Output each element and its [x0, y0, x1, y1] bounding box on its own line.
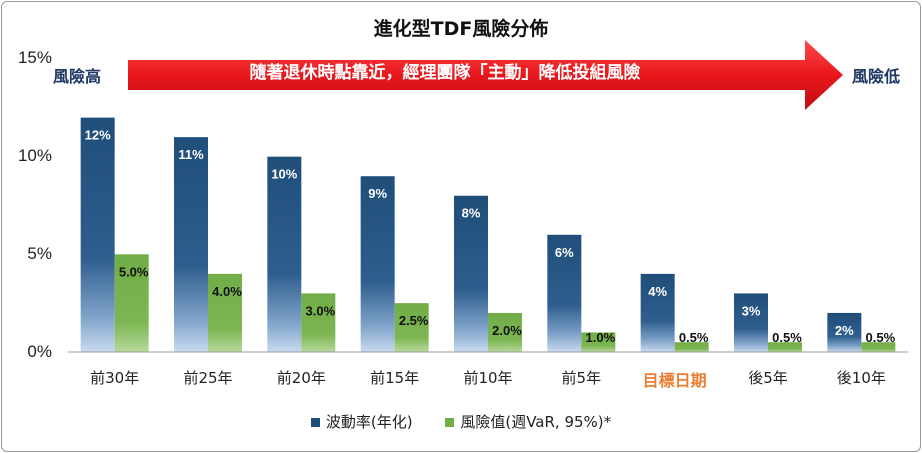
bar-volatility: [547, 234, 582, 352]
risk-high-label: 風險高: [53, 67, 102, 86]
bar-var: [208, 273, 242, 352]
bar-var: [768, 342, 802, 352]
data-label-var: 5.0%: [119, 264, 149, 279]
data-label-var: 2.0%: [492, 323, 522, 338]
x-tick-label: 前10年: [463, 369, 513, 387]
legend-label-var: 風險值(週VaR, 95%)*: [460, 413, 612, 431]
legend: 波動率(年化) 風險值(週VaR, 95%)*: [0, 411, 922, 432]
x-tick-label: 前5年: [561, 369, 602, 387]
data-label-volatility: 10%: [271, 167, 297, 182]
bar-var: [114, 254, 149, 352]
data-label-volatility: 4%: [648, 284, 667, 299]
y-tick-label: 15%: [17, 48, 52, 67]
arrow-text: 隨著退休時點靠近，經理團隊「主動」降低投組風險: [249, 63, 641, 83]
bar-volatility: [640, 273, 675, 352]
data-label-var: 3.0%: [306, 303, 336, 318]
data-label-volatility: 6%: [555, 245, 574, 260]
bar-var: [861, 342, 896, 352]
data-label-var: 2.5%: [399, 313, 429, 328]
arrow-shape: [128, 40, 843, 110]
legend-item-volatility: 波動率(年化): [310, 411, 413, 432]
bar-volatility: [174, 137, 208, 352]
x-tick-label: 後5年: [748, 369, 788, 387]
data-label-volatility: 8%: [462, 206, 481, 221]
chart-title: 進化型TDF風險分佈: [373, 18, 549, 40]
bar-volatility: [80, 117, 115, 352]
x-tick-label: 目標日期: [642, 371, 707, 390]
bar-var: [488, 312, 522, 352]
legend-swatch-volatility: [310, 418, 320, 427]
y-tick-label: 10%: [17, 146, 52, 165]
bar-var: [674, 342, 709, 352]
bar-volatility: [360, 176, 395, 352]
x-tick-label: 前20年: [276, 369, 326, 387]
y-tick-label: 0%: [27, 342, 52, 361]
data-label-volatility: 12%: [85, 128, 111, 143]
legend-swatch-var: [445, 418, 455, 427]
x-tick-label: 前30年: [90, 369, 140, 387]
legend-label-volatility: 波動率(年化): [325, 413, 413, 431]
data-label-var: 4.0%: [212, 284, 242, 299]
data-label-var: 0.5%: [679, 330, 709, 345]
bar-var: [301, 293, 336, 352]
bar-var: [394, 303, 429, 352]
data-label-var: 0.5%: [866, 330, 896, 345]
data-label-volatility: 11%: [178, 147, 204, 162]
data-label-var: 1.0%: [586, 330, 616, 345]
bar-volatility: [454, 195, 488, 352]
x-tick-label: 前25年: [183, 369, 233, 387]
data-label-var: 0.5%: [772, 330, 802, 345]
bar-volatility: [827, 312, 862, 352]
legend-item-var: 風險值(週VaR, 95%)*: [445, 411, 611, 432]
x-tick-label: 前15年: [370, 369, 420, 387]
x-tick-label: 後10年: [836, 369, 886, 387]
data-label-volatility: 9%: [368, 186, 387, 201]
data-label-volatility: 3%: [742, 303, 761, 318]
bar-volatility: [267, 156, 302, 352]
bar-volatility: [734, 293, 768, 352]
bar-var: [581, 332, 616, 352]
y-tick-label: 5%: [27, 244, 52, 263]
risk-low-label: 風險低: [852, 67, 901, 86]
data-label-volatility: 2%: [835, 323, 854, 338]
